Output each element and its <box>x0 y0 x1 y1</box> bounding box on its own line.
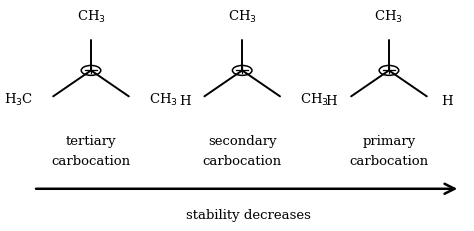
Text: H: H <box>179 95 191 108</box>
Text: CH$_3$: CH$_3$ <box>374 9 403 25</box>
Text: H: H <box>326 95 337 108</box>
Text: H$_3$C: H$_3$C <box>4 92 33 108</box>
Text: tertiary: tertiary <box>66 135 116 148</box>
Text: carbocation: carbocation <box>52 155 130 168</box>
Text: H: H <box>441 95 452 108</box>
Text: primary: primary <box>362 135 416 148</box>
Text: CH$_3$: CH$_3$ <box>149 92 178 108</box>
Text: carbocation: carbocation <box>349 155 428 168</box>
Text: secondary: secondary <box>208 135 276 148</box>
Text: carbocation: carbocation <box>203 155 282 168</box>
Text: CH$_3$: CH$_3$ <box>228 9 257 25</box>
Text: stability decreases: stability decreases <box>186 209 311 222</box>
Text: CH$_3$: CH$_3$ <box>300 92 329 108</box>
Text: CH$_3$: CH$_3$ <box>76 9 106 25</box>
